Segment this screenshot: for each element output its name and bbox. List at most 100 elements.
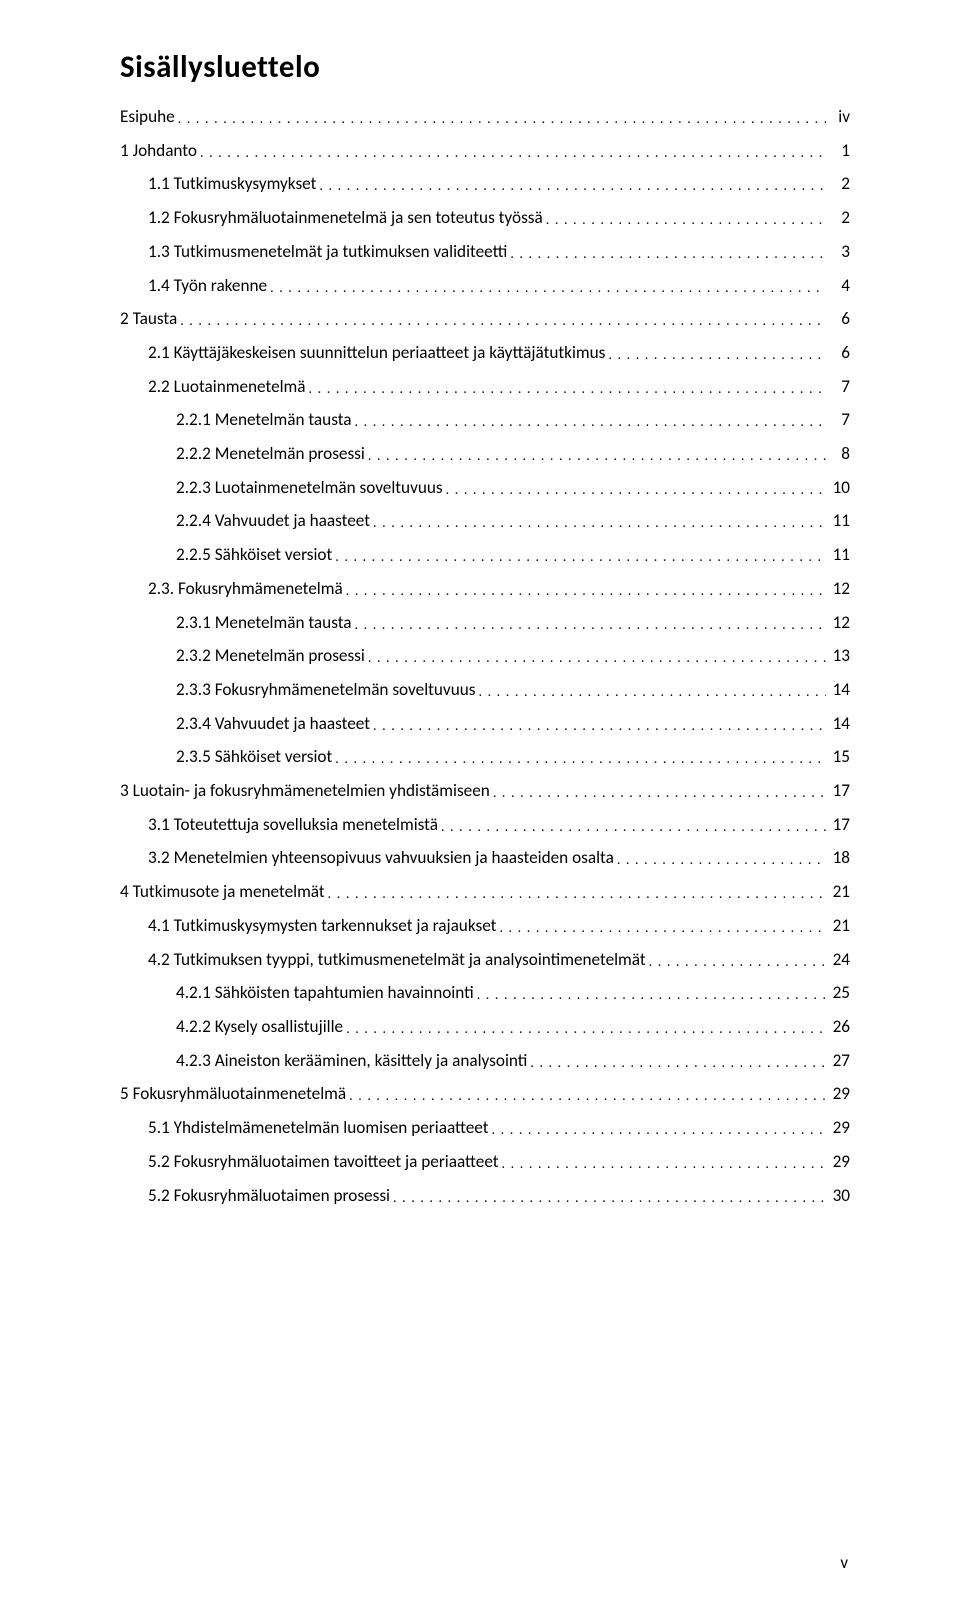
toc-leader: . . . . . . . . . . . . . . . . . . . . … (267, 281, 826, 295)
toc-leader: . . . . . . . . . . . . . . . . . . . . … (527, 1056, 826, 1070)
toc-leader: . . . . . . . . . . . . . . . . . . . . … (438, 820, 826, 834)
toc-leader: . . . . . . . . . . . . . . . . . . . . … (316, 179, 826, 193)
toc-entry: 4.1 Tutkimuskysymysten tarkennukset ja r… (120, 917, 850, 934)
toc-entry-label: 2.2.1 Menetelmän tausta (176, 411, 352, 428)
toc-leader: . . . . . . . . . . . . . . . . . . . . … (390, 1191, 826, 1205)
toc-entry: 2.3.4 Vahvuudet ja haasteet. . . . . . .… (120, 715, 850, 732)
toc-entry-label: 2.3. Fokusryhmämenetelmä (148, 580, 343, 597)
toc-entry: 2.2.1 Menetelmän tausta. . . . . . . . .… (120, 411, 850, 428)
toc-entry-page: 24 (826, 951, 850, 968)
toc-leader: . . . . . . . . . . . . . . . . . . . . … (325, 887, 826, 901)
toc-entry: 4.2.1 Sähköisten tapahtumien havainnoint… (120, 984, 850, 1001)
toc-entry: 3.2 Menetelmien yhteensopivuus vahvuuksi… (120, 849, 850, 866)
toc-entry-label: 2.1 Käyttäjäkeskeisen suunnittelun peria… (148, 344, 605, 361)
toc-leader: . . . . . . . . . . . . . . . . . . . . … (496, 921, 826, 935)
toc-entry-label: 1 Johdanto (120, 142, 197, 159)
toc-entry-label: 3.2 Menetelmien yhteensopivuus vahvuuksi… (148, 849, 614, 866)
toc-list: Esipuhe. . . . . . . . . . . . . . . . .… (120, 108, 850, 1204)
toc-entry-label: 1.4 Työn rakenne (148, 277, 267, 294)
toc-entry-page: 25 (826, 984, 850, 1001)
toc-entry-label: 2.3.5 Sähköiset versiot (176, 748, 332, 765)
toc-entry: 2.2.4 Vahvuudet ja haasteet. . . . . . .… (120, 512, 850, 529)
toc-leader: . . . . . . . . . . . . . . . . . . . . … (499, 1157, 826, 1171)
toc-entry-page: 26 (826, 1018, 850, 1035)
toc-leader: . . . . . . . . . . . . . . . . . . . . … (475, 685, 826, 699)
toc-entry-page: 21 (826, 883, 850, 900)
toc-entry-label: 4.1 Tutkimuskysymysten tarkennukset ja r… (148, 917, 496, 934)
toc-entry-label: 3.1 Toteutettuja sovelluksia menetelmist… (148, 816, 438, 833)
toc-entry-page: 30 (826, 1187, 850, 1204)
toc-entry-page: 6 (826, 344, 850, 361)
toc-entry-page: 13 (826, 647, 850, 664)
toc-entry: 2.2.2 Menetelmän prosessi. . . . . . . .… (120, 445, 850, 462)
toc-entry-page: 7 (826, 378, 850, 395)
toc-leader: . . . . . . . . . . . . . . . . . . . . … (343, 584, 826, 598)
toc-entry: 1.4 Työn rakenne. . . . . . . . . . . . … (120, 277, 850, 294)
toc-leader: . . . . . . . . . . . . . . . . . . . . … (543, 213, 826, 227)
toc-entry: 2.3.5 Sähköiset versiot. . . . . . . . .… (120, 748, 850, 765)
toc-entry: 2.3.1 Menetelmän tausta. . . . . . . . .… (120, 614, 850, 631)
toc-entry: 3 Luotain- ja fokusryhmämenetelmien yhdi… (120, 782, 850, 799)
toc-entry-page: 18 (826, 849, 850, 866)
toc-leader: . . . . . . . . . . . . . . . . . . . . … (443, 483, 826, 497)
toc-entry-page: 8 (826, 445, 850, 462)
toc-entry-label: 2 Tausta (120, 310, 177, 327)
toc-entry: 5 Fokusryhmäluotainmenetelmä. . . . . . … (120, 1085, 850, 1102)
toc-entry-page: 1 (826, 142, 850, 159)
toc-entry: 1.2 Fokusryhmäluotainmenetelmä ja sen to… (120, 209, 850, 226)
toc-leader: . . . . . . . . . . . . . . . . . . . . … (352, 415, 827, 429)
toc-leader: . . . . . . . . . . . . . . . . . . . . … (177, 314, 826, 328)
toc-leader: . . . . . . . . . . . . . . . . . . . . … (646, 955, 826, 969)
toc-entry-label: 2.2.5 Sähköiset versiot (176, 546, 332, 563)
toc-entry: 5.1 Yhdistelmämenetelmän luomisen periaa… (120, 1119, 850, 1136)
toc-entry-label: 1.3 Tutkimusmenetelmät ja tutkimuksen va… (148, 243, 507, 260)
toc-entry: 5.2 Fokusryhmäluotaimen tavoitteet ja pe… (120, 1153, 850, 1170)
toc-entry: 4.2.2 Kysely osallistujille. . . . . . .… (120, 1018, 850, 1035)
toc-leader: . . . . . . . . . . . . . . . . . . . . … (343, 1022, 826, 1036)
toc-entry-page: 11 (826, 512, 850, 529)
toc-entry-page: 2 (826, 175, 850, 192)
toc-entry-label: 4 Tutkimusote ja menetelmät (120, 883, 325, 900)
toc-entry-page: 29 (826, 1119, 850, 1136)
toc-leader: . . . . . . . . . . . . . . . . . . . . … (197, 146, 826, 160)
toc-entry-label: 2.2.3 Luotainmenetelmän soveltuvuus (176, 479, 443, 496)
toc-entry-page: 2 (826, 209, 850, 226)
toc-entry-page: 4 (826, 277, 850, 294)
toc-entry-label: 5.1 Yhdistelmämenetelmän luomisen periaa… (148, 1119, 489, 1136)
toc-entry-label: 1.1 Tutkimuskysymykset (148, 175, 316, 192)
toc-entry-label: 5 Fokusryhmäluotainmenetelmä (120, 1085, 346, 1102)
toc-entry-page: 15 (826, 748, 850, 765)
toc-entry-page: 12 (826, 580, 850, 597)
toc-entry: 5.2 Fokusryhmäluotaimen prosessi. . . . … (120, 1187, 850, 1204)
toc-entry-label: 2.2.2 Menetelmän prosessi (176, 445, 365, 462)
toc-entry: 1 Johdanto. . . . . . . . . . . . . . . … (120, 142, 850, 159)
toc-leader: . . . . . . . . . . . . . . . . . . . . … (490, 786, 826, 800)
toc-leader: . . . . . . . . . . . . . . . . . . . . … (474, 988, 826, 1002)
toc-entry-label: 2.3.2 Menetelmän prosessi (176, 647, 365, 664)
toc-entry: 1.1 Tutkimuskysymykset. . . . . . . . . … (120, 175, 850, 192)
toc-leader: . . . . . . . . . . . . . . . . . . . . … (605, 348, 826, 362)
toc-entry-label: 4.2.3 Aineiston kerääminen, käsittely ja… (176, 1052, 527, 1069)
toc-entry-page: iv (826, 108, 850, 125)
toc-entry: 1.3 Tutkimusmenetelmät ja tutkimuksen va… (120, 243, 850, 260)
toc-leader: . . . . . . . . . . . . . . . . . . . . … (352, 618, 827, 632)
toc-entry: 4 Tutkimusote ja menetelmät. . . . . . .… (120, 883, 850, 900)
toc-entry-label: 5.2 Fokusryhmäluotaimen prosessi (148, 1187, 390, 1204)
toc-entry-page: 11 (826, 546, 850, 563)
toc-entry-label: 3 Luotain- ja fokusryhmämenetelmien yhdi… (120, 782, 490, 799)
toc-entry-label: 1.2 Fokusryhmäluotainmenetelmä ja sen to… (148, 209, 543, 226)
toc-leader: . . . . . . . . . . . . . . . . . . . . … (614, 853, 826, 867)
toc-leader: . . . . . . . . . . . . . . . . . . . . … (332, 752, 826, 766)
toc-entry: 4.2 Tutkimuksen tyyppi, tutkimusmenetelm… (120, 951, 850, 968)
toc-entry-page: 6 (826, 310, 850, 327)
toc-entry-page: 17 (826, 816, 850, 833)
toc-entry: 2.3. Fokusryhmämenetelmä. . . . . . . . … (120, 580, 850, 597)
toc-entry-label: 2.3.3 Fokusryhmämenetelmän soveltuvuus (176, 681, 475, 698)
toc-entry-label: 4.2.1 Sähköisten tapahtumien havainnoint… (176, 984, 474, 1001)
toc-leader: . . . . . . . . . . . . . . . . . . . . … (370, 516, 826, 530)
toc-entry-label: 2.2 Luotainmenetelmä (148, 378, 306, 395)
page-number: v (840, 1552, 848, 1573)
toc-leader: . . . . . . . . . . . . . . . . . . . . … (306, 382, 826, 396)
toc-leader: . . . . . . . . . . . . . . . . . . . . … (370, 719, 826, 733)
toc-entry: 2.2.5 Sähköiset versiot. . . . . . . . .… (120, 546, 850, 563)
